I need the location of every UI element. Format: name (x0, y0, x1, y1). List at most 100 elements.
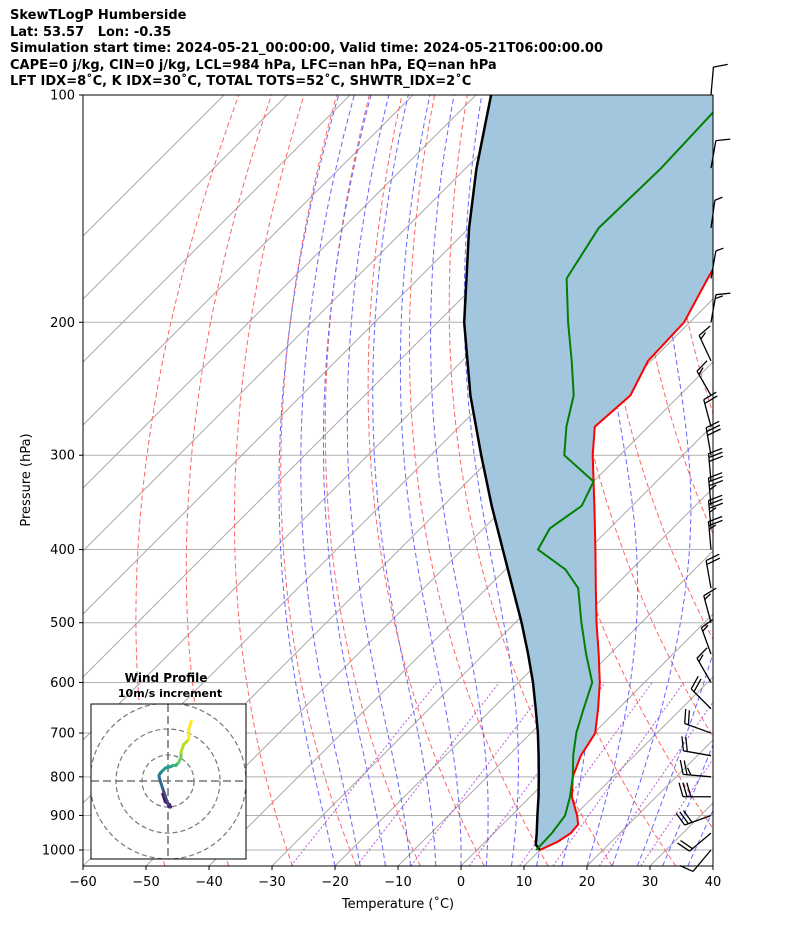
hodograph-frame (90, 703, 247, 860)
isotherm (712, 865, 713, 866)
barb-staff (705, 427, 712, 456)
station-title: SkewTLogP Humberside (10, 8, 187, 23)
barb-flag (708, 519, 723, 527)
x-tick-label: 20 (579, 875, 596, 890)
barb-flag (714, 295, 723, 300)
isotherm (83, 95, 225, 237)
mixing-ratio-line (290, 682, 438, 866)
barb-flag (700, 332, 707, 340)
dry-adiabat (280, 95, 357, 866)
barb-flag (679, 759, 684, 775)
barb-staff (707, 521, 712, 550)
moist-adiabat (611, 95, 692, 866)
barb-flag (715, 292, 731, 296)
y-tick-label: 400 (50, 543, 75, 558)
barb-flag (701, 618, 714, 629)
cape-cin-fill (464, 95, 713, 850)
x-tick-label: −60 (69, 875, 96, 890)
y-tick-label: 1000 (42, 844, 75, 859)
wind-barb (703, 587, 717, 623)
moist-adiabat (346, 95, 412, 866)
isotherm (83, 95, 414, 426)
hodograph-segment (187, 719, 193, 731)
moist-adiabat (399, 95, 462, 866)
x-tick-label: 10 (516, 875, 533, 890)
barb-staff (707, 500, 712, 529)
x-tick-label: −10 (384, 875, 411, 890)
moist-adiabat (712, 864, 713, 866)
barb-staff (710, 67, 715, 96)
skewt-plot-area (82, 63, 794, 873)
barb-flag (675, 812, 686, 826)
dry-adiabat (234, 95, 305, 866)
y-tick-label: 600 (50, 676, 75, 691)
moist-adiabat (463, 95, 519, 866)
barb-flag (693, 678, 702, 693)
barb-staff (705, 560, 712, 589)
wind-barb (703, 391, 718, 427)
mixing-ratio-line (552, 682, 685, 866)
isotherm (271, 424, 713, 866)
dry-adiabat (761, 95, 794, 866)
wind-barb (681, 736, 712, 757)
moist-adiabat (372, 95, 437, 866)
barb-flag (682, 782, 688, 797)
barb-flag (681, 736, 685, 751)
wind-barb (684, 708, 712, 734)
barb-flag (708, 515, 723, 523)
wind-barb (679, 849, 712, 873)
hodograph-trace (157, 719, 193, 809)
barb-staff (707, 477, 712, 506)
barb-flag (709, 479, 724, 487)
y-tick-label: 300 (50, 449, 75, 464)
simulation-times: Simulation start time: 2024-05-21_00:00:… (10, 41, 603, 56)
x-axis-ticks: −60 −50 −40 −30 −20 −10 0 10 20 30 40 (69, 866, 721, 890)
x-tick-label: −50 (132, 875, 159, 890)
barb-flag (679, 864, 694, 873)
y-axis-ticks: 100 200 300 400 500 600 700 800 900 1000 (42, 89, 83, 859)
wind-barb (710, 63, 728, 96)
barb-staff (684, 722, 712, 734)
hodograph-inset: Wind Profile 10m/s increment (90, 671, 247, 860)
dewpoint-line (535, 111, 713, 851)
wind-barb (675, 810, 712, 826)
barb-staff (690, 688, 712, 710)
barb-flag (698, 654, 704, 662)
wind-barb (698, 325, 712, 362)
barb-flag (715, 247, 724, 252)
wind-barb (707, 472, 724, 506)
barb-flag (713, 63, 728, 68)
mixing-ratio-line (410, 682, 551, 866)
wind-barb (707, 515, 723, 550)
y-tick-label: 500 (50, 616, 75, 631)
barb-staff (696, 657, 712, 683)
y-tick-label: 700 (50, 727, 75, 742)
hodograph-subtitle: 10m/s increment (118, 687, 222, 700)
wind-barbs (675, 63, 731, 873)
barb-flag (708, 451, 723, 459)
y-axis-label: Pressure (hPa) (19, 433, 34, 526)
hodograph-title: Wind Profile (125, 671, 208, 685)
barb-flag (696, 360, 708, 372)
wind-barb (700, 618, 714, 655)
dry-adiabat (728, 95, 794, 866)
barb-flag (684, 708, 687, 724)
barb-flag (704, 395, 718, 404)
mixing-ratio-line (598, 701, 713, 866)
barb-flag (714, 196, 723, 201)
wind-barb (696, 647, 712, 683)
stability-indices-1: CAPE=0 j/kg, CIN=0 j/kg, LCL=984 hPa, LF… (10, 57, 497, 73)
parcel-area-fill (464, 95, 713, 850)
wind-barb (710, 292, 731, 323)
mixing-ratio-line (468, 682, 606, 866)
barb-flag (679, 811, 689, 825)
barb-flag (690, 675, 699, 690)
dry-adiabat (408, 95, 549, 866)
moist-adiabat (738, 95, 794, 866)
parcel-profile-line (462, 95, 541, 851)
barb-staff (700, 627, 712, 655)
stability-indices-2: LFT IDX=8˚C, K IDX=30˚C, TOTAL TOTS=52˚C… (10, 74, 472, 89)
barb-flag (686, 767, 692, 776)
barb-flag (708, 472, 723, 479)
x-axis-label: Temperature (˚C) (341, 896, 454, 912)
